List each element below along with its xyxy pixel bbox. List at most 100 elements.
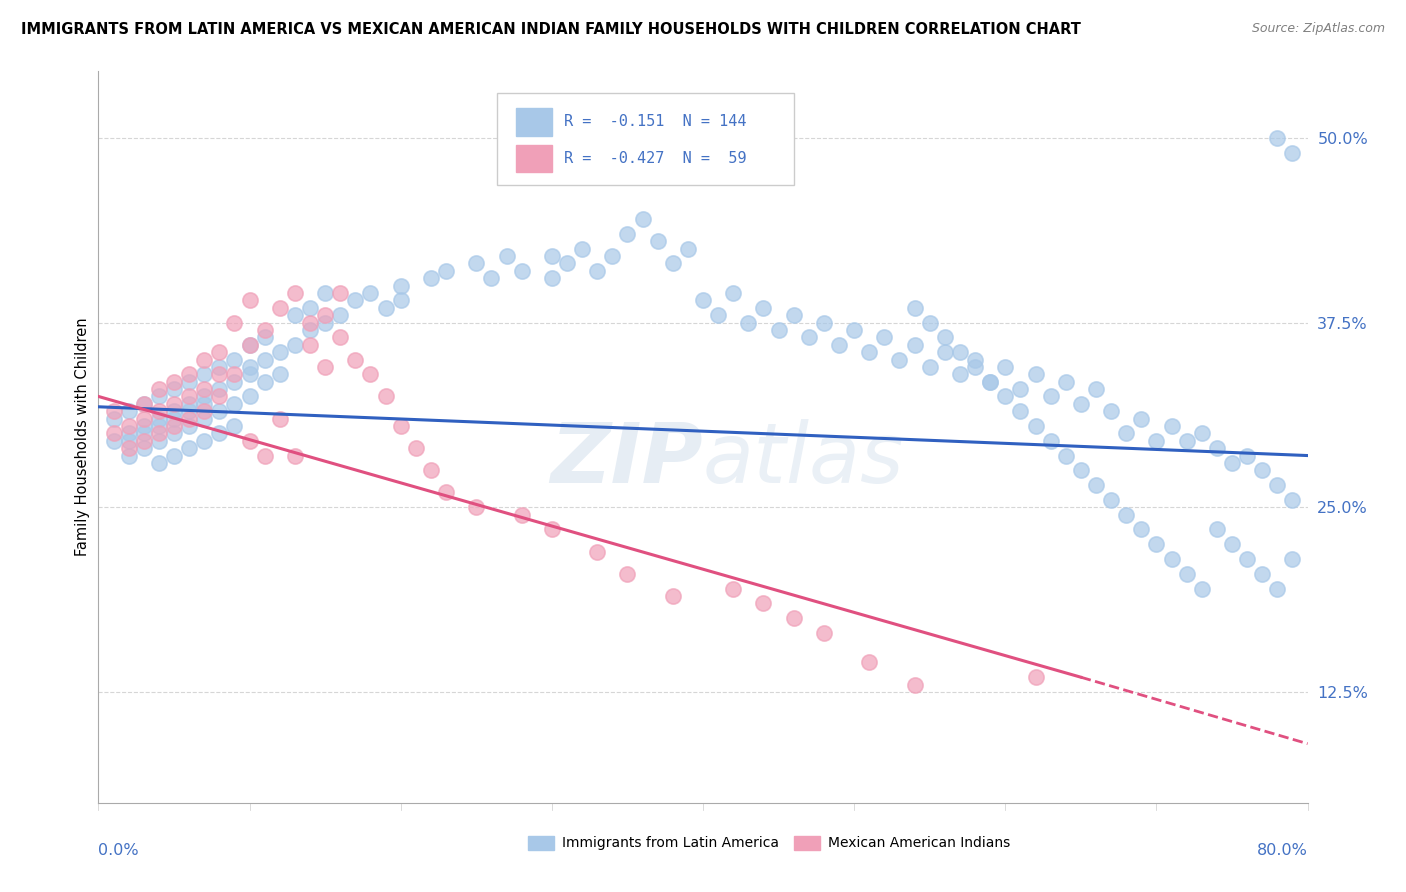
Point (752, 301, 775, 315)
Point (1039, 434, 1062, 448)
Point (1191, 582, 1213, 596)
Point (118, 441, 141, 455)
Point (1085, 478, 1108, 492)
Point (389, 278, 412, 293)
Point (858, 345, 880, 359)
Point (813, 625, 835, 640)
Point (374, 389, 396, 403)
Point (284, 449, 307, 463)
Point (284, 285, 307, 300)
Point (179, 441, 201, 455)
Point (1054, 449, 1077, 463)
Point (360, 285, 382, 300)
Point (163, 397, 186, 411)
Point (1160, 552, 1182, 566)
Point (949, 345, 972, 359)
Point (510, 264, 533, 278)
Point (994, 389, 1017, 403)
Point (1099, 404, 1122, 418)
Point (132, 426, 155, 441)
Point (239, 337, 262, 351)
Text: IMMIGRANTS FROM LATIN AMERICA VS MEXICAN AMERICAN INDIAN FAMILY HOUSEHOLDS WITH : IMMIGRANTS FROM LATIN AMERICA VS MEXICAN… (21, 22, 1081, 37)
Point (193, 389, 215, 403)
Point (692, 293, 714, 308)
Point (949, 368, 972, 382)
Point (118, 426, 141, 441)
Point (284, 308, 307, 322)
Point (1130, 411, 1153, 425)
Point (1130, 523, 1153, 537)
Point (723, 285, 745, 300)
Point (1144, 537, 1167, 551)
Point (193, 434, 215, 448)
Point (179, 397, 201, 411)
Point (631, 212, 654, 227)
Point (132, 397, 155, 411)
Point (118, 434, 141, 448)
Point (1024, 670, 1046, 684)
Point (540, 249, 562, 263)
Point (602, 249, 624, 263)
Point (193, 411, 215, 425)
Point (299, 301, 322, 315)
Point (1267, 582, 1289, 596)
Text: 80.0%: 80.0% (1257, 843, 1308, 858)
Point (904, 677, 927, 691)
Point (208, 426, 231, 441)
Point (571, 242, 593, 256)
Point (193, 382, 215, 396)
Point (148, 419, 170, 434)
Point (979, 375, 1001, 389)
Point (510, 508, 533, 522)
Point (148, 456, 170, 470)
Point (1024, 368, 1046, 382)
Point (873, 330, 896, 344)
Point (163, 426, 186, 441)
Point (193, 404, 215, 418)
Point (193, 352, 215, 367)
Point (904, 301, 927, 315)
Point (661, 589, 683, 603)
Point (420, 271, 443, 285)
Point (193, 368, 215, 382)
Point (103, 404, 125, 418)
Point (707, 308, 730, 322)
Point (813, 316, 835, 330)
Point (1039, 389, 1062, 403)
Point (934, 330, 956, 344)
Point (163, 411, 186, 425)
Point (405, 441, 427, 455)
FancyBboxPatch shape (498, 94, 793, 185)
Point (1251, 463, 1274, 477)
Point (1236, 552, 1258, 566)
Bar (516, 108, 551, 136)
Point (329, 330, 352, 344)
Text: Immigrants from Latin America: Immigrants from Latin America (561, 836, 779, 850)
Point (148, 382, 170, 396)
Point (965, 359, 987, 374)
Point (208, 389, 231, 403)
Point (1220, 456, 1243, 470)
Point (132, 411, 155, 425)
Point (224, 352, 246, 367)
Point (269, 368, 291, 382)
Point (1251, 566, 1274, 581)
Point (1099, 492, 1122, 507)
Point (1010, 382, 1032, 396)
Bar (527, 836, 554, 850)
Point (163, 382, 186, 396)
Point (179, 389, 201, 403)
Point (1115, 508, 1137, 522)
Point (329, 285, 352, 300)
Point (737, 316, 759, 330)
Point (103, 411, 125, 425)
Point (224, 419, 246, 434)
Point (299, 323, 322, 337)
Point (676, 242, 699, 256)
Point (253, 323, 276, 337)
Text: R =  -0.427  N =  59: R = -0.427 N = 59 (564, 151, 747, 166)
Point (979, 375, 1001, 389)
Point (540, 523, 562, 537)
Point (918, 359, 941, 374)
Point (179, 368, 201, 382)
